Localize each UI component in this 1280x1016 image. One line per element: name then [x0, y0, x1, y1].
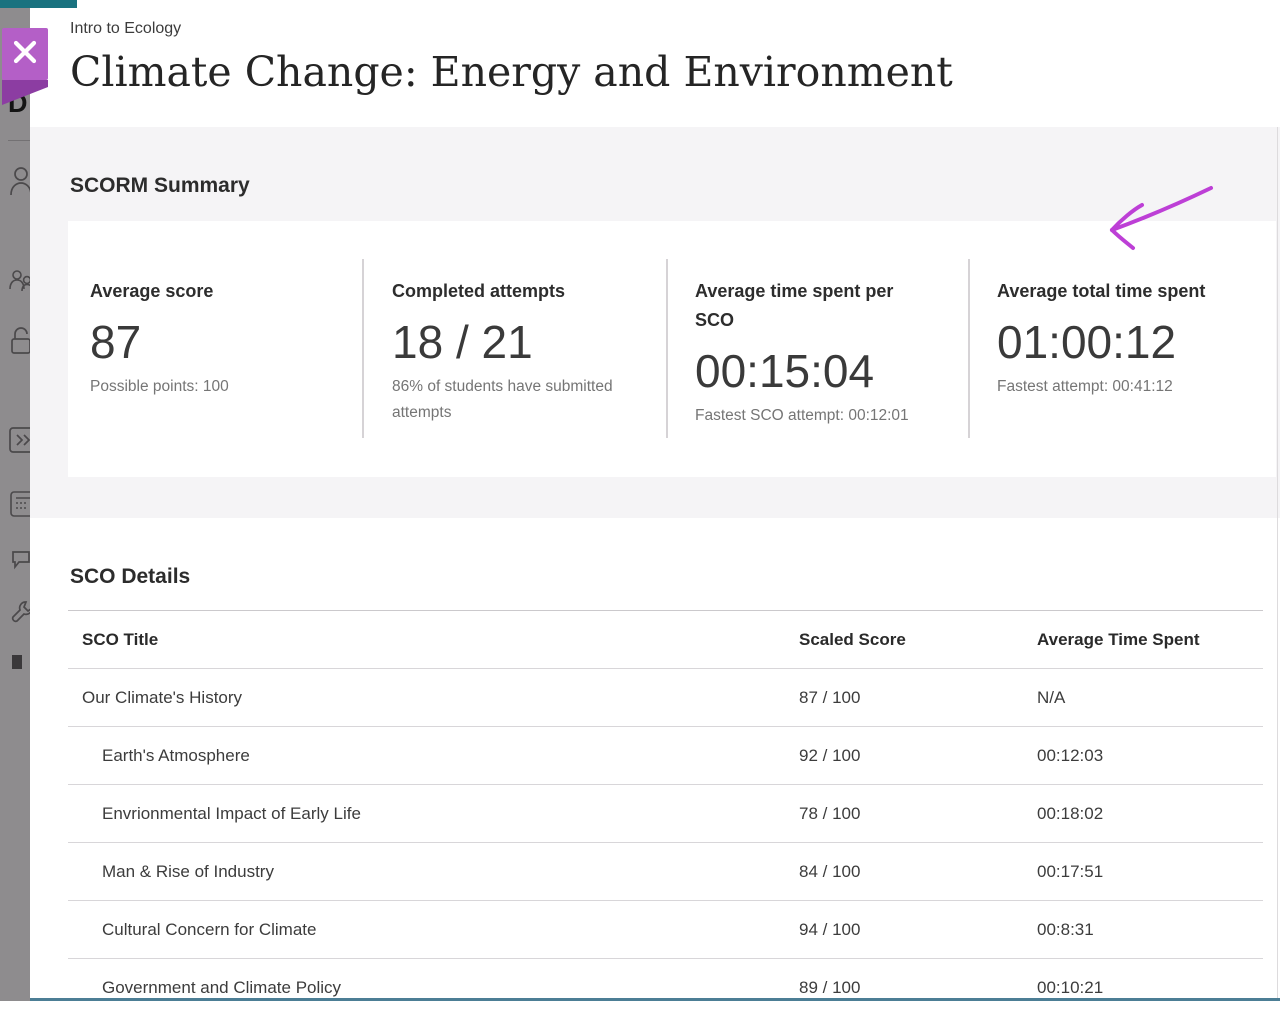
- sco-details-table: SCO Title Scaled Score Average Time Spen…: [68, 610, 1263, 1016]
- sco-title-cell: Our Climate's History: [82, 687, 243, 707]
- average-time-cell: 00:12:03: [1037, 745, 1104, 765]
- column-header-sco-title: SCO Title: [82, 629, 159, 649]
- stat-completed-attempts: Completed attempts 18 / 21 86% of studen…: [362, 259, 666, 438]
- underlying-top-bar: [0, 0, 77, 8]
- sidebar-divider: [8, 140, 30, 141]
- sco-title-cell: Earth's Atmosphere: [102, 745, 250, 765]
- stat-average-score: Average score 87 Possible points: 100: [68, 259, 362, 438]
- group-icon: [9, 267, 30, 293]
- sco-title-cell: Cultural Concern for Climate: [102, 919, 317, 939]
- scorm-report-panel: Intro to Ecology Climate Change: Energy …: [30, 8, 1280, 1001]
- scorm-summary-heading: SCORM Summary: [70, 174, 250, 197]
- table-row: Envrionmental Impact of Early Life 78 / …: [68, 784, 1263, 842]
- stat-note: Possible points: 100: [90, 378, 229, 395]
- table-row: Earth's Atmosphere 92 / 100 00:12:03: [68, 726, 1263, 784]
- stat-note: Fastest attempt: 00:41:12: [997, 378, 1173, 395]
- sco-details-section: SCO Details SCO Title Scaled Score Avera…: [30, 518, 1280, 1001]
- gradebook-icon: [9, 490, 30, 520]
- stat-average-time-per-sco: Average time spent per SCO 00:15:04 Fast…: [666, 259, 968, 438]
- scaled-score-cell: 78 / 100: [799, 803, 861, 823]
- stat-label: Average time spent per SCO: [695, 281, 894, 330]
- breadcrumb: Intro to Ecology: [70, 20, 182, 37]
- close-panel-button[interactable]: [2, 28, 48, 105]
- page-title: Climate Change: Energy and Environment: [70, 48, 953, 96]
- column-header-scaled-score: Scaled Score: [799, 629, 906, 649]
- scaled-score-cell: 94 / 100: [799, 919, 861, 939]
- average-time-cell: 00:10:21: [1037, 977, 1104, 997]
- person-icon: [9, 165, 30, 197]
- table-row: Government and Climate Policy 89 / 100 0…: [68, 958, 1263, 1016]
- table-header-row: SCO Title Scaled Score Average Time Spen…: [68, 610, 1263, 668]
- column-header-average-time: Average Time Spent: [1037, 629, 1200, 649]
- panel-header: Intro to Ecology Climate Change: Energy …: [30, 8, 1280, 127]
- stat-label: Average total time spent: [997, 281, 1206, 301]
- stat-note: 86% of students have submitted attempts: [392, 378, 613, 421]
- sco-title-cell: Government and Climate Policy: [102, 977, 342, 997]
- scorm-summary-card: Average score 87 Possible points: 100 Co…: [68, 221, 1276, 477]
- settings-wrench-icon: [9, 598, 30, 628]
- collapse-panel-icon: [9, 427, 30, 455]
- stat-value: 00:15:04: [695, 345, 875, 397]
- average-time-cell: 00:8:31: [1037, 919, 1094, 939]
- sco-details-heading: SCO Details: [70, 565, 191, 588]
- table-row: Our Climate's History 87 / 100 N/A: [68, 668, 1263, 726]
- stat-note: Fastest SCO attempt: 00:12:01: [695, 407, 909, 424]
- panel-bottom-accent: [30, 998, 1280, 1001]
- stat-average-total-time: Average total time spent 01:00:12 Fastes…: [968, 259, 1276, 438]
- announcements-icon: [9, 548, 30, 576]
- average-time-cell: N/A: [1037, 687, 1066, 707]
- scorm-summary-section: SCORM Summary Average score 87 Possible …: [30, 127, 1280, 518]
- sco-title-cell: Envrionmental Impact of Early Life: [102, 803, 361, 823]
- lock-icon: [9, 325, 30, 357]
- average-time-cell: 00:18:02: [1037, 803, 1104, 823]
- stat-label: Completed attempts: [392, 281, 566, 301]
- scaled-score-cell: 84 / 100: [799, 861, 861, 881]
- stat-label: Average score: [90, 281, 214, 301]
- underlying-sidebar: D: [0, 8, 30, 1001]
- stat-value: 87: [90, 316, 142, 368]
- stat-value: 18 / 21: [392, 316, 533, 368]
- sco-title-cell: Man & Rise of Industry: [102, 861, 274, 881]
- scrollbar-track[interactable]: [1277, 127, 1278, 998]
- table-row: Cultural Concern for Climate 94 / 100 00…: [68, 900, 1263, 958]
- average-time-cell: 00:17:51: [1037, 861, 1104, 881]
- stat-value: 01:00:12: [997, 316, 1177, 368]
- scaled-score-cell: 92 / 100: [799, 745, 861, 765]
- close-icon: [13, 40, 37, 64]
- scaled-score-cell: 89 / 100: [799, 977, 861, 997]
- table-row: Man & Rise of Industry 84 / 100 00:17:51: [68, 842, 1263, 900]
- scaled-score-cell: 87 / 100: [799, 687, 861, 707]
- underlying-page-mark: [12, 655, 22, 669]
